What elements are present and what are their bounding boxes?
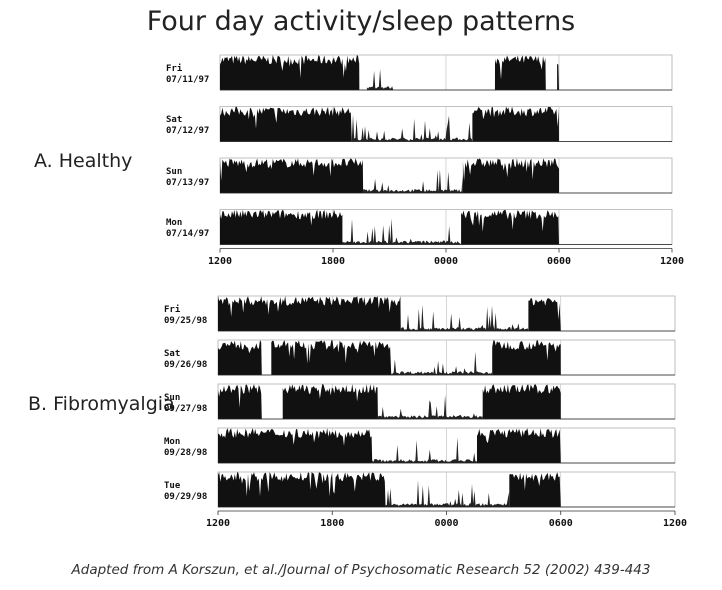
activity-block (220, 158, 364, 193)
row-date: 09/28/98 (164, 447, 208, 458)
row-date: 07/13/97 (166, 177, 210, 188)
activity-block (476, 428, 561, 463)
sleep-activity (351, 114, 473, 142)
activity-block (461, 209, 559, 245)
x-tick-label: 0600 (546, 256, 572, 267)
source-caption: Adapted from A Korszun, et al./Journal o… (71, 562, 651, 578)
activity-block (509, 472, 561, 507)
row-day: Sun (164, 392, 181, 403)
row-label-mon: Mon 09/28/98 (164, 437, 207, 459)
activity-block (528, 298, 561, 331)
chart-title: Four day activity/sleep patterns (146, 6, 576, 37)
row-label-sun: Sun 09/27/98 (164, 393, 207, 415)
sleep-activity (391, 351, 493, 375)
row-label-mon: Mon 07/14/97 (166, 218, 209, 240)
x-tick-label: 1200 (207, 256, 233, 267)
row-day: Mon (164, 436, 181, 447)
row-label-sat: Sat 07/12/97 (166, 115, 209, 137)
activity-block (492, 340, 561, 375)
sleep-activity (372, 437, 477, 463)
x-tick-label: 1200 (662, 518, 688, 529)
x-tick-label: 0600 (548, 518, 573, 529)
sleep-activity (400, 304, 529, 331)
row-day: Tue (164, 480, 181, 491)
activity-block (282, 384, 378, 419)
x-tick-label: 0000 (433, 256, 459, 267)
row-date: 09/29/98 (164, 491, 208, 502)
x-tick-label: 1800 (320, 518, 345, 529)
row-date: 09/27/98 (164, 403, 208, 414)
activity-block (482, 384, 561, 419)
activity-block (220, 209, 343, 245)
activity-block (472, 106, 559, 142)
group-label-healthy: A. Healthy (34, 150, 133, 172)
sleep-activity (377, 394, 483, 419)
row-day: Sat (164, 348, 181, 359)
group-label-fibromyalgia: B. Fibromyalgia (28, 393, 175, 415)
row-date: 07/12/97 (166, 126, 210, 136)
activity-block (557, 63, 559, 90)
row-date: 07/11/97 (166, 74, 210, 85)
activity-block (462, 158, 559, 193)
x-tick-label: 1200 (659, 256, 685, 267)
x-tick-label: 1800 (320, 256, 346, 267)
activity-block (218, 296, 401, 331)
row-day: Fri (164, 304, 181, 315)
row-day: Sat (166, 115, 183, 125)
row-label-tue: Tue 09/29/98 (164, 481, 207, 503)
row-day: Fri (166, 63, 183, 74)
row-label-sun: Sun 07/13/97 (166, 167, 209, 189)
activity-block (220, 106, 352, 142)
activity-block (218, 384, 262, 419)
x-tick-label: 0000 (434, 518, 459, 529)
sleep-activity (342, 218, 462, 245)
activity-block (220, 55, 360, 90)
activity-block (494, 55, 546, 90)
row-day: Mon (166, 218, 183, 228)
sleep-activity (366, 69, 394, 90)
activity-block (271, 340, 392, 375)
activity-block (218, 472, 386, 507)
sleep-activity (385, 480, 510, 507)
sleep-activity (363, 169, 463, 193)
row-date: 09/26/98 (164, 359, 208, 370)
x-tick-label: 1200 (205, 518, 231, 529)
row-day: Sun (166, 166, 183, 177)
activity-block (218, 340, 262, 375)
activity-block (218, 428, 373, 463)
row-date: 09/25/98 (164, 315, 208, 326)
row-label-fri: Fri 07/11/97 (166, 64, 209, 86)
row-label-fri: Fri 09/25/98 (164, 305, 207, 327)
row-label-sat: Sat 09/26/98 (164, 349, 207, 371)
row-date: 07/14/97 (166, 229, 210, 239)
